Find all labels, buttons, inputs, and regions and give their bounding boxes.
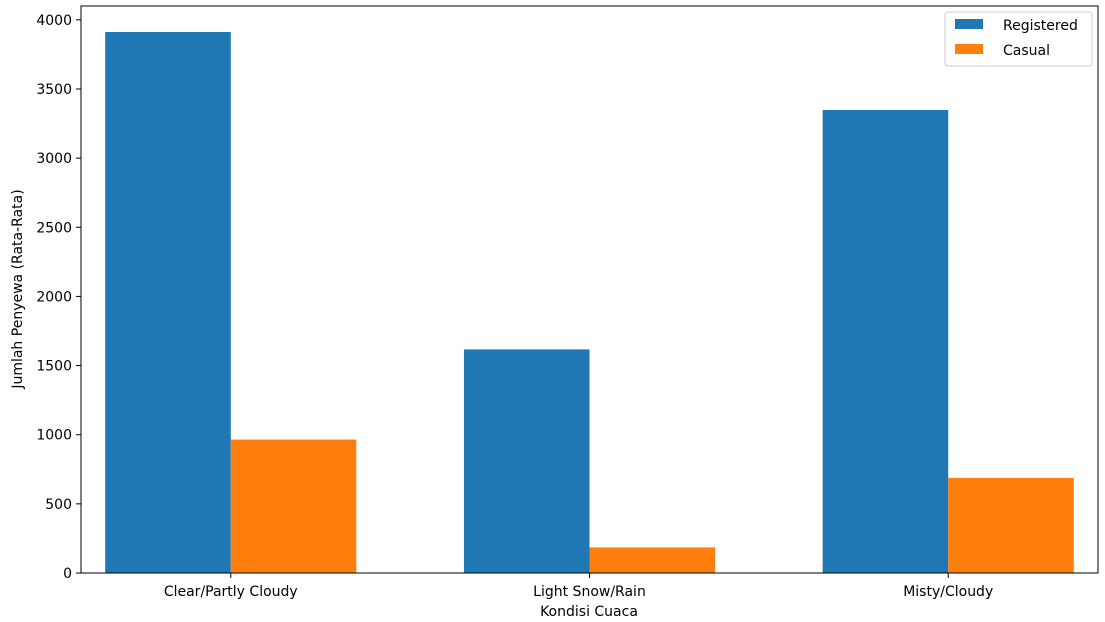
y-tick-label: 2000 xyxy=(36,289,72,305)
x-axis-label: Kondisi Cuaca xyxy=(540,604,638,620)
legend: Registered Casual xyxy=(944,11,1093,67)
y-tick-label: 0 xyxy=(63,566,72,582)
bar-casual-1 xyxy=(589,547,716,573)
legend-label-registered: Registered xyxy=(1003,18,1078,34)
y-axis-label: Jumlah Penyewa (Rata-Rata) xyxy=(10,189,26,389)
x-tick-label: Light Snow/Rain xyxy=(533,584,646,600)
bars-group xyxy=(105,31,1074,573)
y-tick-label: 3500 xyxy=(36,82,72,98)
y-axis-ticks: 0 500 1000 1500 2000 2500 3000 3500 4000 xyxy=(36,13,81,582)
y-tick-label: 3000 xyxy=(36,151,72,167)
legend-swatch-registered xyxy=(955,19,983,29)
y-tick-label: 4000 xyxy=(36,13,72,29)
legend-label-casual: Casual xyxy=(1003,43,1050,59)
y-tick-label: 1500 xyxy=(36,359,72,375)
bar-casual-0 xyxy=(230,439,357,573)
bar-casual-2 xyxy=(948,477,1074,573)
legend-swatch-casual xyxy=(955,44,983,54)
bar-registered-1 xyxy=(463,349,590,573)
bar-registered-2 xyxy=(822,109,949,573)
y-tick-label: 500 xyxy=(45,497,72,513)
plot-frame xyxy=(80,5,1099,574)
y-tick-label: 1000 xyxy=(36,428,72,444)
y-tick-label: 2500 xyxy=(36,220,72,236)
bar-registered-0 xyxy=(105,31,231,573)
x-tick-label: Misty/Cloudy xyxy=(903,584,993,600)
x-tick-label: Clear/Partly Cloudy xyxy=(164,584,298,600)
x-axis-ticks: Clear/Partly Cloudy Light Snow/Rain Misty/… xyxy=(164,573,993,600)
